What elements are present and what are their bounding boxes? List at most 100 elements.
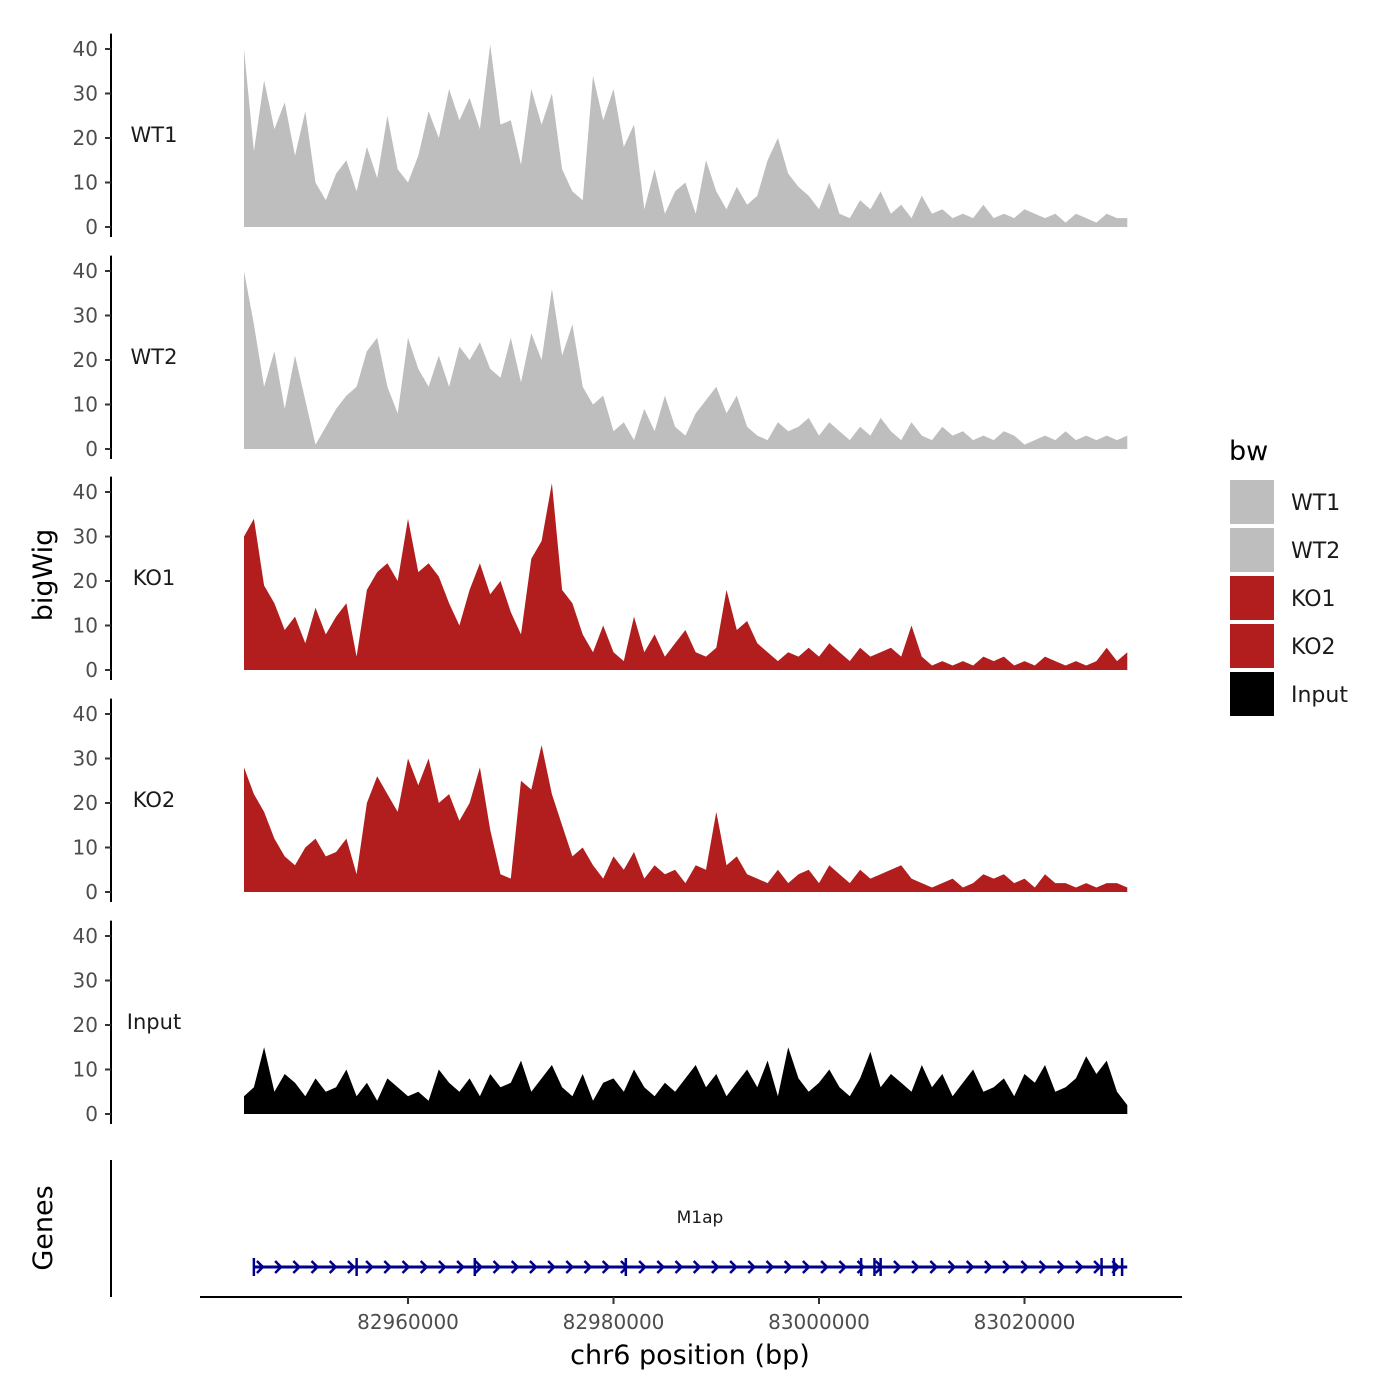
legend-swatch <box>1230 528 1274 572</box>
legend-swatch <box>1230 672 1274 716</box>
strand-arrow <box>292 1260 302 1274</box>
y-tick-label: 0 <box>85 215 98 239</box>
strand-arrow <box>492 1260 502 1274</box>
y-tick-label: 10 <box>73 614 98 638</box>
strand-arrow <box>638 1260 647 1274</box>
legend-items: WT1 WT2 KO1 KO2 Input <box>1230 480 1348 716</box>
strand-arrow <box>692 1260 702 1274</box>
y-tick-label: 40 <box>73 702 98 726</box>
y-tick-label: 40 <box>73 259 98 283</box>
strand-arrow <box>1093 1260 1102 1274</box>
y-tick-label: 0 <box>85 658 98 682</box>
strand-arrow <box>893 1260 902 1274</box>
strand-arrow <box>674 1260 684 1274</box>
legend-swatch <box>1230 480 1274 524</box>
y-tick-label: 10 <box>73 393 98 417</box>
track-wt2: 0 10 20 30 40 WT2 <box>73 255 1128 461</box>
strand-arrow <box>456 1260 465 1274</box>
strand-arrow <box>583 1260 593 1274</box>
legend-label: WT1 <box>1291 491 1340 516</box>
signal-area-wt1 <box>244 44 1128 227</box>
strand-arrow <box>1002 1260 1011 1274</box>
legend-title: bw <box>1229 436 1268 467</box>
strand-arrow <box>1075 1260 1084 1274</box>
y-tick-label: 20 <box>73 126 98 150</box>
signal-area-ko1 <box>244 483 1128 670</box>
track-label: WT1 <box>131 123 178 147</box>
y-tick-label: 30 <box>73 747 98 771</box>
legend-swatch <box>1230 624 1274 668</box>
y-tick-label: 40 <box>73 480 98 504</box>
track-wt1: 0 10 20 30 40 WT1 <box>73 33 1128 239</box>
legend-label: WT2 <box>1291 539 1340 564</box>
strand-arrow <box>984 1260 993 1274</box>
strand-arrow <box>565 1260 575 1274</box>
legend: bw WT1 WT2 KO1 KO2 Input <box>1229 436 1348 716</box>
signal-area-ko2 <box>244 714 1128 892</box>
y-tick-label: 0 <box>85 1102 98 1126</box>
strand-arrow <box>1056 1260 1066 1274</box>
legend-item: Input <box>1230 672 1348 716</box>
strand-arrow <box>929 1260 939 1274</box>
strand-arrow <box>911 1260 920 1274</box>
strand-arrow <box>802 1260 811 1274</box>
track-label: KO2 <box>133 788 176 812</box>
strand-arrow <box>1020 1260 1030 1274</box>
y-tick-label: 20 <box>73 569 98 593</box>
track-ko1: 0 10 20 30 40 KO1 <box>73 476 1128 682</box>
y-axis-title: bigWig <box>28 529 59 622</box>
legend-label: Input <box>1291 683 1348 708</box>
strand-arrow <box>783 1260 793 1274</box>
y-tick-label: 20 <box>73 1013 98 1037</box>
strand-arrow <box>711 1260 720 1274</box>
strand-arrow <box>947 1260 957 1274</box>
x-tick-label: 82960000 <box>357 1310 459 1334</box>
signal-area-input <box>244 1047 1128 1114</box>
x-tick-label: 82980000 <box>563 1310 665 1334</box>
strand-arrow <box>547 1260 556 1274</box>
strand-arrow <box>1038 1260 1048 1274</box>
legend-label: KO2 <box>1291 635 1336 660</box>
track-label: Input <box>127 1010 181 1034</box>
y-tick-label: 0 <box>85 880 98 904</box>
strand-arrow <box>820 1260 829 1274</box>
y-tick-label: 30 <box>73 82 98 106</box>
signal-area-wt2 <box>244 271 1128 449</box>
track-label: WT2 <box>131 345 178 369</box>
gene-label: M1ap <box>677 1208 724 1228</box>
strand-arrow <box>765 1260 775 1274</box>
x-axis: 82960000 82980000 83000000 83020000 <box>357 1297 1075 1334</box>
strand-arrow <box>747 1260 757 1274</box>
strand-arrow <box>328 1260 338 1274</box>
y-tick-label: 20 <box>73 348 98 372</box>
y-tick-label: 20 <box>73 791 98 815</box>
legend-item: KO2 <box>1230 624 1336 668</box>
strand-arrow <box>383 1260 393 1274</box>
y-tick-label: 10 <box>73 836 98 860</box>
strand-arrow <box>419 1260 429 1274</box>
strand-arrow <box>529 1260 538 1274</box>
track-ko2: 0 10 20 30 40 KO2 <box>73 698 1128 904</box>
y-tick-label: 40 <box>73 924 98 948</box>
strand-arrow <box>656 1260 666 1274</box>
y-tick-label: 30 <box>73 525 98 549</box>
strand-arrow <box>401 1260 411 1274</box>
strand-arrow <box>438 1260 447 1274</box>
y-tick-label: 10 <box>73 171 98 195</box>
legend-item: KO1 <box>1230 576 1336 620</box>
x-tick-label: 83020000 <box>974 1310 1076 1334</box>
strand-arrow <box>856 1260 866 1274</box>
x-tick-label: 83000000 <box>768 1310 870 1334</box>
legend-item: WT2 <box>1230 528 1340 572</box>
genes-axis-title: Genes <box>28 1185 59 1270</box>
strand-arrow <box>274 1260 283 1274</box>
y-tick-label: 10 <box>73 1058 98 1082</box>
legend-label: KO1 <box>1291 587 1336 612</box>
strand-arrow <box>838 1260 848 1274</box>
strand-arrow <box>474 1260 484 1274</box>
gene-model <box>252 1258 1128 1276</box>
strand-arrow <box>347 1260 356 1274</box>
tracks-layer: 0 10 20 30 40 WT1 0 10 20 30 40 WT2 0 10 20 30 40 KO1 0 10 2… <box>73 33 1128 1126</box>
strand-arrow <box>729 1260 738 1274</box>
